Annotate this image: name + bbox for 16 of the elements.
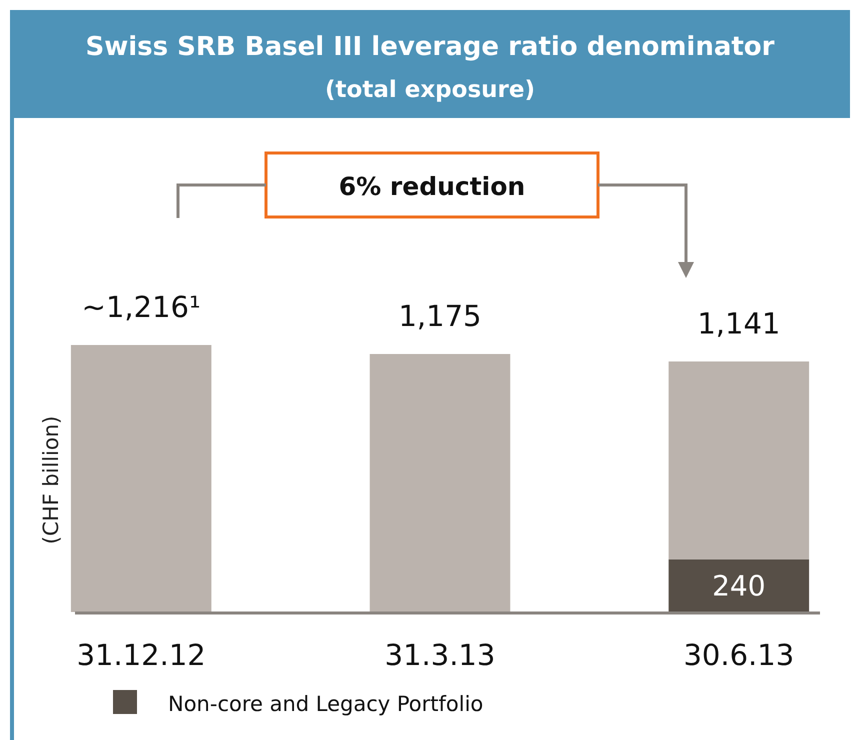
x-tick-label: 31.12.12 — [76, 638, 206, 672]
text: 6% reduction — [338, 172, 526, 201]
bar — [668, 559, 810, 612]
y-axis-title: (CHF billion) — [39, 416, 63, 544]
total-label: 1,141 — [697, 306, 780, 340]
total-label: ~1,216¹ — [82, 290, 201, 324]
total-label: 1,175 — [398, 299, 482, 333]
legend-label: Non-core and Legacy Portfolio — [168, 692, 484, 716]
x-tick-label: 30.6.13 — [684, 638, 794, 672]
chart-subtitle: (total exposure) — [325, 77, 535, 103]
bar — [370, 354, 510, 612]
chart-title: Swiss SRB Basel III leverage ratio denominator — [86, 32, 775, 62]
bar — [70, 345, 212, 612]
data-label: 240 — [712, 570, 766, 603]
bar — [668, 361, 810, 560]
x-tick-label: 31.3.13 — [384, 638, 496, 672]
